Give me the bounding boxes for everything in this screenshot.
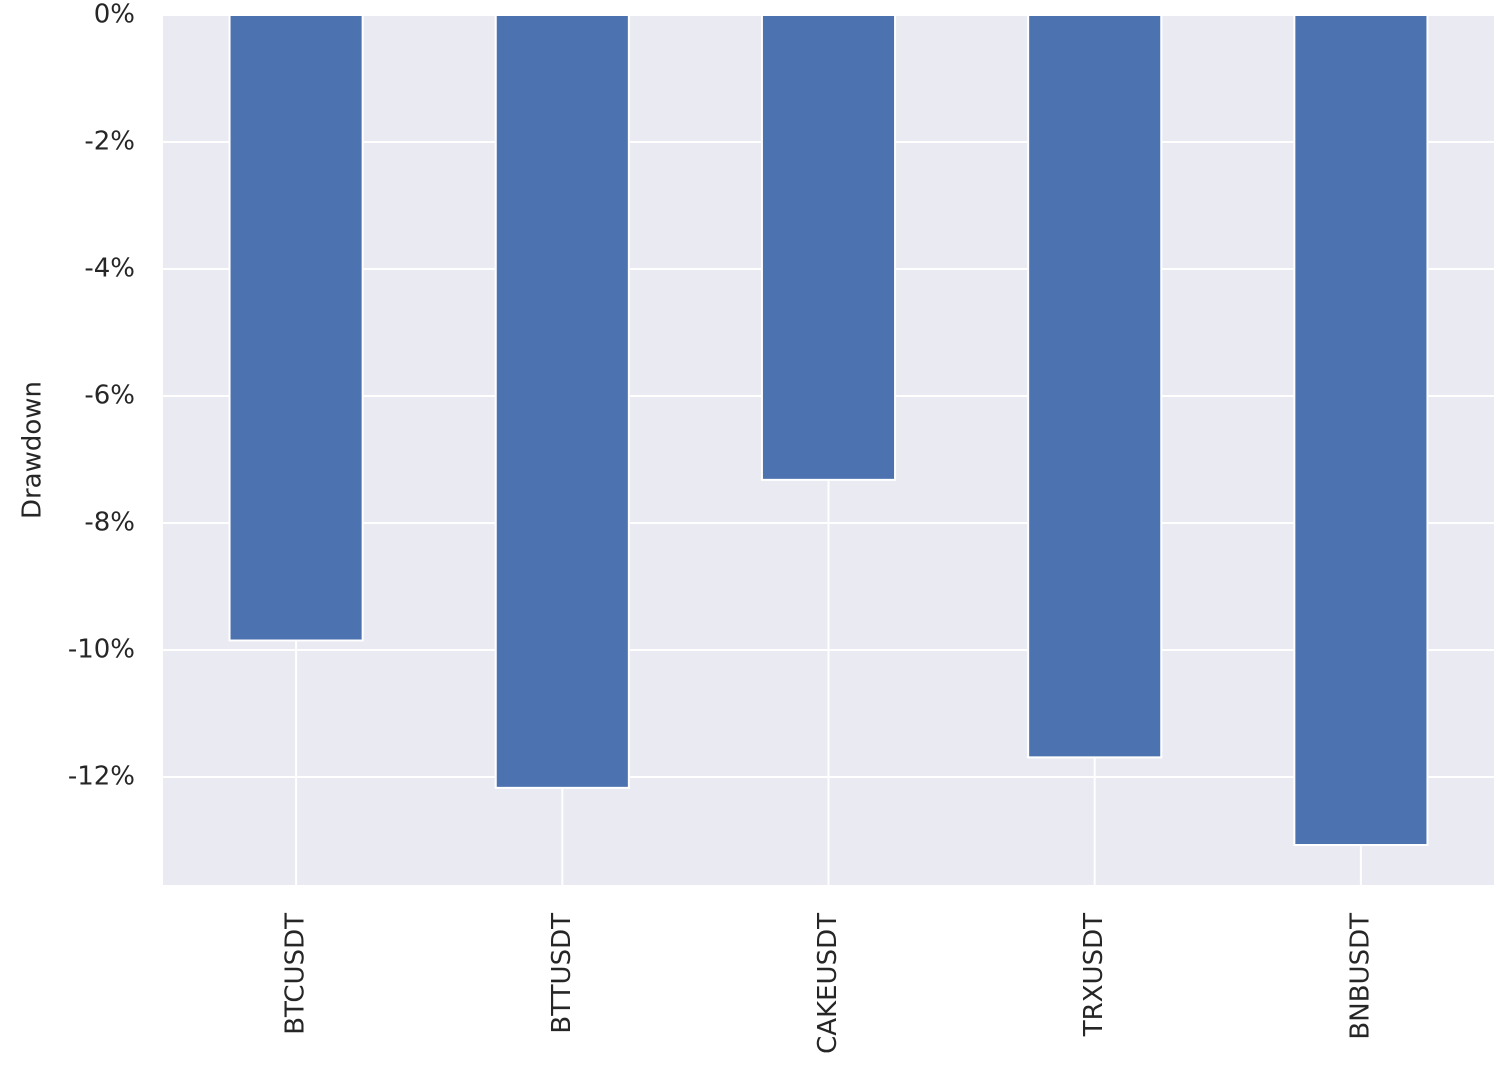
y-tick-label: -2% [84,127,135,157]
bar [1293,14,1429,846]
bar [1027,14,1163,759]
y-tick-label: -10% [68,635,135,665]
y-tick-label: -4% [84,254,135,284]
bar [228,14,364,642]
x-tick-label: BTTUSDT [547,913,577,1034]
y-tick-label: 0% [94,0,135,30]
y-tick-label: -8% [84,508,135,538]
x-tick-label: TRXUSDT [1079,913,1109,1037]
y-tick-label: -6% [84,381,135,411]
bar [760,14,897,481]
bar [494,14,630,789]
y-tick-label: -12% [68,762,135,792]
y-axis-label: Drawdown [18,381,48,519]
x-tick-label: BNBUSDT [1345,913,1375,1040]
x-tick-label: BTCUSDT [281,913,311,1035]
x-tick-label: CAKEUSDT [813,913,843,1054]
